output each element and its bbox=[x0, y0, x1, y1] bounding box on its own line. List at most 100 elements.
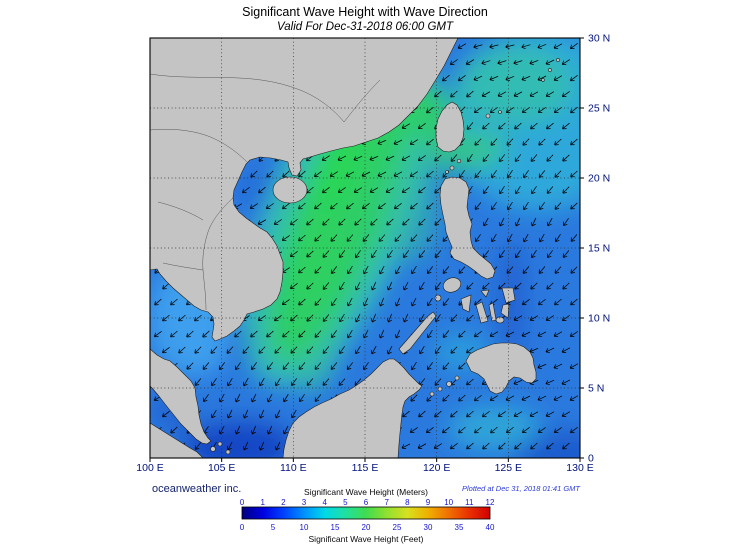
wave-direction-arrow bbox=[354, 345, 361, 355]
wave-direction-arrow bbox=[562, 186, 570, 194]
colorbar-feet-tick: 35 bbox=[455, 523, 464, 532]
wave-direction-arrow bbox=[553, 427, 562, 434]
wave-direction-arrow bbox=[410, 202, 418, 210]
land-hainan bbox=[272, 176, 308, 204]
wave-direction-arrow bbox=[474, 330, 482, 338]
wave-direction-arrow bbox=[394, 202, 402, 210]
wave-direction-arrow bbox=[314, 298, 322, 306]
wave-direction-arrow bbox=[202, 330, 210, 338]
wave-direction-arrow bbox=[530, 186, 537, 195]
wave-direction-arrow bbox=[514, 250, 521, 259]
wave-direction-arrow bbox=[242, 409, 249, 419]
wave-direction-arrow bbox=[562, 218, 569, 227]
wave-direction-arrow bbox=[529, 91, 539, 98]
wave-direction-arrow bbox=[538, 138, 546, 146]
wave-direction-arrow bbox=[170, 298, 178, 306]
colorbar-feet-ticks: 0 5 10 15 20 25 30 35 40 bbox=[240, 523, 495, 532]
x-axis-label: 115 E bbox=[352, 462, 379, 474]
wave-direction-arrow bbox=[354, 281, 361, 291]
wave-direction-arrow bbox=[513, 411, 523, 418]
wave-direction-arrow bbox=[546, 282, 554, 290]
wave-direction-arrow bbox=[290, 378, 297, 387]
wave-direction-arrow bbox=[473, 43, 483, 49]
axis-ticks bbox=[149, 37, 584, 462]
wave-direction-arrow bbox=[250, 170, 258, 178]
wave-direction-arrow bbox=[234, 425, 241, 435]
wave-direction-arrow bbox=[561, 347, 571, 354]
y-axis-label: 25 N bbox=[588, 103, 610, 115]
wave-direction-arrow bbox=[570, 202, 578, 210]
wave-direction-arrow bbox=[458, 266, 466, 274]
wave-direction-arrow bbox=[426, 427, 434, 434]
wave-direction-arrow bbox=[314, 362, 322, 370]
wave-direction-arrow bbox=[378, 297, 385, 307]
wave-direction-arrow bbox=[258, 186, 266, 194]
wave-direction-arrow bbox=[458, 394, 466, 402]
wave-direction-arrow bbox=[322, 186, 330, 194]
wave-direction-arrow bbox=[418, 123, 426, 130]
x-axis-label: 125 E bbox=[495, 462, 522, 474]
land-sumatra bbox=[150, 422, 204, 458]
wave-direction-arrow bbox=[266, 330, 274, 338]
wave-direction-arrow bbox=[273, 219, 282, 226]
wave-direction-arrow bbox=[274, 378, 281, 387]
wave-direction-arrow bbox=[385, 187, 395, 194]
wave-direction-arrow bbox=[281, 299, 290, 306]
wave-direction-arrow bbox=[442, 362, 450, 370]
wave-direction-arrow bbox=[378, 234, 386, 242]
wave-direction-arrow bbox=[474, 202, 482, 210]
wave-direction-arrow bbox=[306, 282, 314, 290]
wave-direction-arrow bbox=[553, 75, 563, 82]
wave-direction-arrow bbox=[242, 441, 249, 451]
wave-direction-arrow bbox=[538, 298, 546, 306]
wave-direction-arrow bbox=[306, 250, 314, 258]
wave-direction-arrow bbox=[434, 378, 442, 386]
wave-direction-arrow bbox=[458, 362, 466, 370]
wave-direction-arrow bbox=[522, 170, 529, 179]
wave-direction-arrow bbox=[546, 250, 553, 259]
wave-direction-arrow bbox=[553, 43, 563, 50]
wave-direction-arrow bbox=[466, 442, 474, 450]
wave-direction-arrow bbox=[562, 250, 570, 258]
wave-direction-arrow bbox=[186, 330, 194, 338]
land-leyte bbox=[500, 303, 510, 319]
wave-direction-arrow bbox=[426, 362, 433, 371]
wave-direction-arrow bbox=[554, 138, 562, 146]
wave-direction-arrow bbox=[314, 202, 322, 210]
wave-direction-arrow bbox=[426, 329, 433, 339]
wave-direction-arrow bbox=[202, 394, 209, 403]
grid-layer bbox=[150, 38, 580, 458]
wave-direction-arrow bbox=[170, 330, 178, 338]
wave-direction-arrow bbox=[258, 346, 266, 354]
plotted-timestamp: Plotted at Dec 31, 2018 01:41 GMT bbox=[462, 484, 581, 493]
wave-direction-arrow bbox=[498, 154, 506, 162]
wave-direction-arrow bbox=[242, 377, 249, 387]
wave-direction-arrow bbox=[546, 154, 554, 162]
wave-direction-arrow bbox=[274, 441, 281, 451]
wave-direction-arrow bbox=[426, 234, 434, 242]
wave-direction-arrow bbox=[545, 347, 555, 354]
chart-title: Significant Wave Height with Wave Direct… bbox=[242, 5, 488, 19]
wave-direction-arrow bbox=[490, 233, 497, 243]
wave-direction-arrow bbox=[506, 202, 513, 211]
wave-direction-arrow bbox=[426, 297, 433, 307]
wave-direction-arrow bbox=[417, 443, 427, 450]
land-samar bbox=[501, 287, 516, 304]
wave-direction-arrow bbox=[386, 281, 393, 291]
wave-direction-arrow bbox=[337, 187, 346, 194]
wave-direction-arrow bbox=[514, 282, 522, 290]
wave-direction-arrow bbox=[514, 217, 521, 227]
wave-direction-arrow bbox=[490, 138, 498, 146]
wave-direction-arrow bbox=[554, 234, 561, 243]
wave-direction-arrow bbox=[418, 218, 426, 226]
wave-direction-arrow bbox=[522, 202, 529, 211]
wave-direction-arrow bbox=[322, 378, 330, 386]
wave-direction-arrow bbox=[466, 122, 474, 130]
wave-direction-arrow bbox=[497, 91, 507, 98]
wave-direction-arrow bbox=[386, 250, 393, 259]
wave-direction-arrow bbox=[378, 329, 385, 339]
wave-direction-arrow bbox=[538, 170, 546, 178]
wave-direction-arrow bbox=[418, 345, 425, 355]
wave-direction-arrow bbox=[457, 43, 467, 50]
wave-direction-arrow bbox=[194, 346, 202, 354]
